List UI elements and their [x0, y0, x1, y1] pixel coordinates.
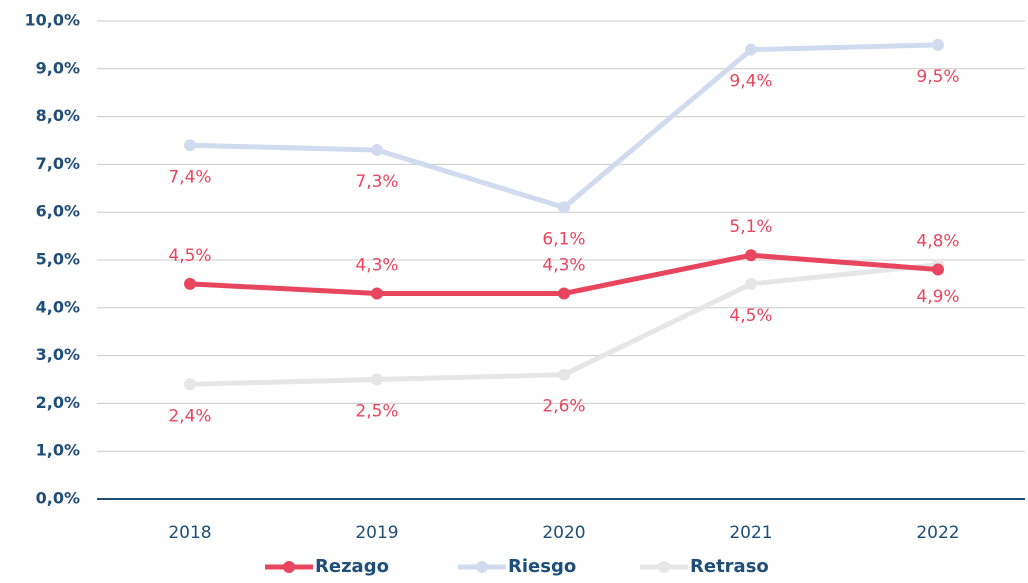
line	[189, 262, 939, 387]
legend-label: Rezago	[315, 556, 389, 577]
point	[745, 43, 757, 56]
value-label: 2,6%	[542, 397, 585, 417]
value-label: 4,5%	[729, 306, 772, 326]
x-tick-label: 2022	[916, 523, 959, 543]
point	[371, 287, 383, 300]
legend-marker	[476, 561, 488, 573]
value-label: 2,5%	[355, 402, 398, 422]
y-tick-label: 0,0%	[36, 489, 80, 508]
y-tick-label: 1,0%	[36, 441, 80, 460]
point	[371, 144, 383, 157]
legend-label: Riesgo	[508, 556, 576, 577]
legend-label: Retraso	[690, 556, 769, 577]
x-tick-label: 2021	[729, 523, 772, 543]
point	[558, 287, 570, 300]
point	[184, 378, 196, 391]
y-tick-label: 8,0%	[36, 106, 80, 125]
point	[184, 277, 196, 290]
x-tick-label: 2019	[355, 523, 398, 543]
legend-marker	[658, 561, 670, 573]
value-label: 2,4%	[168, 406, 211, 426]
value-label: 7,3%	[355, 172, 398, 192]
value-label: 9,4%	[729, 72, 772, 92]
point	[745, 249, 757, 262]
value-label: 9,5%	[916, 67, 959, 87]
value-label: 5,1%	[729, 217, 772, 237]
point	[745, 277, 757, 290]
point	[558, 201, 570, 214]
y-tick-label: 3,0%	[36, 345, 80, 364]
value-label: 4,9%	[916, 287, 959, 307]
point	[558, 368, 570, 381]
value-label: 7,4%	[168, 167, 211, 187]
y-tick-label: 4,0%	[36, 297, 80, 316]
value-label: 4,8%	[916, 232, 959, 252]
value-label: 4,3%	[355, 255, 398, 275]
point	[932, 263, 944, 276]
y-tick-label: 2,0%	[36, 393, 80, 412]
x-tick-label: 2018	[168, 523, 211, 543]
point	[932, 38, 944, 51]
value-label: 6,1%	[542, 229, 585, 249]
y-tick-label: 7,0%	[36, 154, 80, 173]
legend-marker	[283, 561, 295, 573]
x-tick-label: 2020	[542, 523, 585, 543]
y-tick-label: 6,0%	[36, 202, 80, 221]
y-tick-label: 10,0%	[24, 11, 80, 30]
y-tick-label: 5,0%	[36, 250, 80, 269]
y-tick-label: 9,0%	[36, 58, 80, 77]
point	[371, 373, 383, 386]
point	[184, 139, 196, 152]
value-label: 4,5%	[168, 246, 211, 266]
value-label: 4,3%	[542, 255, 585, 275]
